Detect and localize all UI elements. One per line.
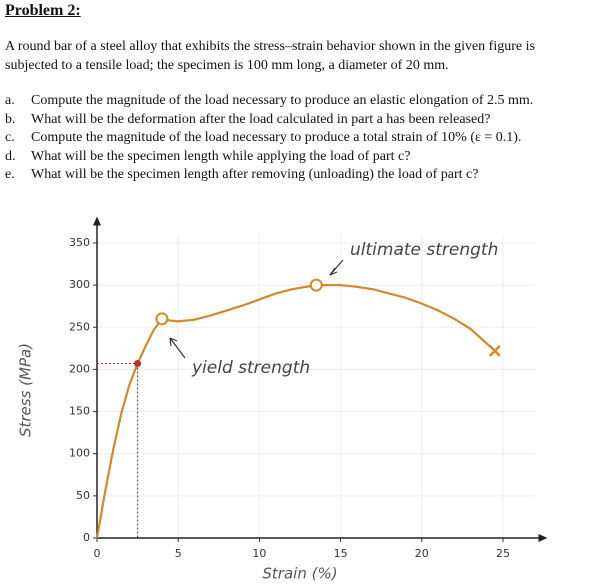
stress-strain-curve [95,284,496,539]
x-tick-label: 5 [175,547,182,560]
question-label: e. [5,167,15,183]
y-tick-label: 350 [69,236,90,249]
question: c. Compute the magnitude of the load nece… [5,129,533,148]
question-list: a. Compute the magnitude of the load nece… [5,92,533,185]
y-axis-label: Stress (MPa) [17,343,35,437]
question-label: b. [5,111,16,127]
question-text: Compute the magnitude of the load necess… [31,130,522,146]
y-tick-label: 150 [69,405,90,418]
annotation-arrow [169,337,186,359]
problem-statement: A round bar of a steel alloy that exhibi… [5,37,600,75]
marker [134,359,142,367]
axis-arrow [93,216,101,226]
annotation: yield strength [191,358,310,378]
question: e. What will be the specimen length after… [5,166,533,185]
y-tick-label: 0 [83,531,90,544]
question: b. What will be the deformation after the… [5,111,533,130]
question-text: What will be the specimen length while a… [31,148,411,164]
question-label: a. [5,93,15,108]
question: a. Compute the magnitude of the load nece… [5,92,533,111]
question: d. What will be the specimen length while… [5,148,533,167]
marker [155,312,169,326]
question-text: What will be the specimen length after r… [31,167,479,183]
x-tick-label: 25 [496,547,510,560]
problem-title: Problem 2: [5,2,81,19]
x-axis-label: Strain (%) [262,565,337,583]
x-tick-label: 10 [252,547,266,560]
x-tick-label: 15 [334,547,348,560]
text-line: A round bar of a steel alloy that exhibi… [5,39,535,54]
x-tick-label: 20 [415,547,429,560]
marker [488,344,501,357]
y-tick-label: 300 [69,278,90,291]
x-tick-label: 0 [94,547,101,560]
text-line: subjected to a tensile load; the specime… [5,58,449,73]
question-label: c. [5,130,15,146]
question-label: d. [5,148,16,164]
y-tick-label: 100 [69,447,90,460]
question-text: What will be the deformation after the l… [31,111,491,127]
y-tick-label: 250 [69,320,90,333]
marker [309,278,323,292]
axis-arrow [538,534,548,542]
arrow-head [329,267,338,276]
y-tick-label: 50 [76,489,90,502]
question-text: Compute the magnitude of the load necess… [31,93,534,108]
annotation: ultimate strength [350,240,498,260]
y-tick-label: 200 [69,362,90,375]
